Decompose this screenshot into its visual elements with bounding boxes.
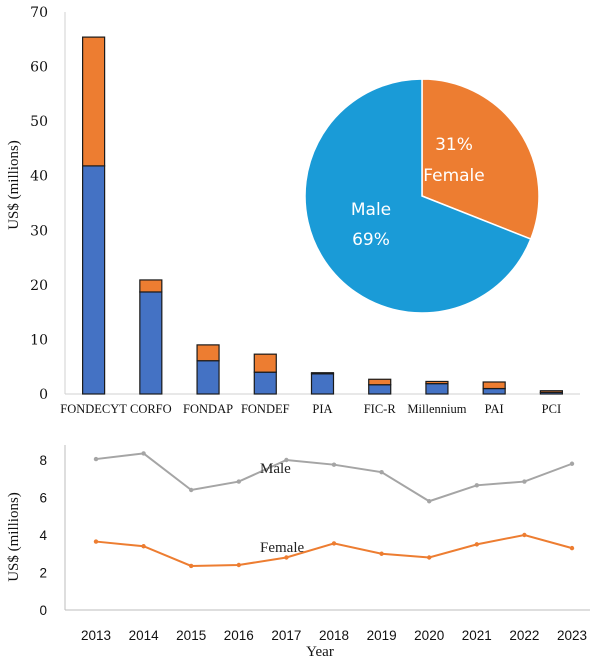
- bar-segment-pai-1: [482, 381, 506, 390]
- stacked-bar-chart: US$ (millions) 0 10 20 30 40 50 60 70 FONDECYT C…: [6, 5, 580, 416]
- line-female: [95, 533, 573, 567]
- bar-category-labels: FONDECYT CORFO FONDAP FONDEF PIA FIC-R Millenn…: [60, 402, 561, 416]
- line-y-tick-label: 2: [39, 566, 47, 581]
- point-female: [284, 555, 289, 560]
- bar-y-tick-label: 50: [30, 114, 48, 130]
- bar-category-label: PCI: [542, 402, 561, 416]
- point-female: [331, 541, 337, 546]
- line-x-tick-label: 2022: [509, 628, 539, 643]
- point-female: [474, 542, 479, 547]
- bar-y-tick-label: 30: [30, 223, 48, 239]
- line-x-axis-label: Year: [306, 644, 334, 660]
- bar-segment-fic-r-1: [368, 378, 392, 386]
- point-female: [522, 532, 527, 538]
- series-label-female: Female: [260, 540, 304, 556]
- point-female: [379, 551, 384, 556]
- point-female: [427, 555, 432, 560]
- point-male: [379, 469, 384, 475]
- point-female: [236, 562, 241, 568]
- pie-slice-male: [304, 78, 532, 314]
- bar-y-tick-label: 20: [30, 278, 48, 294]
- point-male: [189, 487, 194, 493]
- line-x-tick-label: 2016: [224, 628, 254, 643]
- bar-segment-millennium-0: [425, 383, 449, 395]
- point-male: [522, 479, 527, 484]
- line-x-tick-label: 2018: [319, 628, 349, 643]
- pie-label-female: Female: [423, 166, 484, 186]
- bar-segment-corfo-1: [139, 279, 163, 293]
- bar-segment-fondap-1: [196, 344, 220, 362]
- bar-y-ticks: 0 10 20 30 40 50 60 70: [30, 5, 48, 403]
- bar-segment-pia-0: [310, 373, 335, 395]
- point-male: [141, 451, 146, 456]
- point-male: [93, 456, 99, 462]
- point-male: [569, 461, 575, 466]
- line-x-tick-label: 2019: [367, 628, 397, 643]
- bar-segment-pia-1: [310, 372, 335, 375]
- point-male: [331, 462, 337, 467]
- pie-label-female-percent: 31%: [435, 135, 473, 155]
- pie-slices: [304, 78, 540, 314]
- line-y-tick-label: 8: [39, 453, 47, 468]
- pie-chart: 31% Female Male 69%: [304, 78, 540, 314]
- line-x-ticks: 2013 2014 2015 2016 2017 2018 2019 2020 2021 2022…: [81, 628, 587, 643]
- line-x-tick-label: 2020: [414, 628, 444, 643]
- point-male: [236, 479, 241, 484]
- bar-segment-corfo-0: [139, 291, 163, 395]
- bar-segment-fondap-0: [196, 360, 220, 395]
- bar-category-label: FONDAP: [183, 402, 233, 416]
- bar-segment-pai-0: [482, 387, 506, 395]
- line-x-tick-label: 2017: [271, 628, 301, 643]
- point-female: [189, 563, 194, 569]
- line-x-tick-label: 2015: [176, 628, 206, 643]
- point-male: [284, 457, 289, 463]
- line-x-tick-label: 2023: [557, 628, 587, 643]
- line-male: [95, 452, 573, 503]
- bar-y-tick-label: 60: [30, 60, 48, 76]
- line-series: [93, 451, 575, 569]
- line-x-tick-label: 2014: [129, 628, 160, 643]
- point-female: [141, 544, 146, 549]
- line-x-tick-label: 2013: [81, 628, 111, 643]
- pie-label-male: Male: [351, 200, 391, 220]
- bar-segment-pci-1: [539, 390, 563, 393]
- bar-y-tick-label: 70: [30, 5, 48, 21]
- line-y-axis-label: US$ (millions): [6, 492, 22, 582]
- line-y-ticks: 0 2 4 6 8: [39, 453, 47, 618]
- bar-segment-fondef-1: [253, 353, 277, 373]
- bar-category-label: Millennium: [407, 402, 466, 416]
- bar-category-label: FIC-R: [364, 402, 397, 416]
- bar-segment-fic-r-0: [368, 384, 392, 395]
- bar-segment-fondecyt-0: [82, 165, 106, 395]
- bar-category-label: CORFO: [130, 402, 172, 416]
- bar-y-tick-label: 40: [30, 169, 48, 185]
- pie-label-male-percent: 69%: [352, 230, 390, 250]
- point-male: [427, 499, 432, 504]
- bar-category-label: PAI: [485, 402, 504, 416]
- series-label-male: Male: [260, 461, 291, 477]
- bar-y-axis-label: US$ (millions): [6, 140, 22, 230]
- bar-category-label: PIA: [312, 402, 332, 416]
- bar-segment-fondef-0: [253, 371, 277, 395]
- line-y-tick-label: 6: [39, 491, 47, 506]
- bar-category-label: FONDEF: [241, 402, 290, 416]
- pie-slice-female: [421, 78, 540, 241]
- bar-y-tick-label: 0: [39, 387, 48, 403]
- line-y-tick-label: 4: [39, 528, 47, 543]
- bar-segment-millennium-1: [425, 380, 449, 385]
- bar-series: [82, 36, 563, 395]
- bar-segment-fondecyt-1: [82, 36, 106, 167]
- point-female: [569, 545, 575, 551]
- point-female: [93, 539, 99, 544]
- bar-category-label: FONDECYT: [60, 402, 127, 416]
- line-y-tick-label: 0: [39, 603, 47, 618]
- line-x-tick-label: 2021: [462, 628, 492, 643]
- point-male: [474, 483, 479, 488]
- bar-y-tick-label: 10: [30, 332, 48, 348]
